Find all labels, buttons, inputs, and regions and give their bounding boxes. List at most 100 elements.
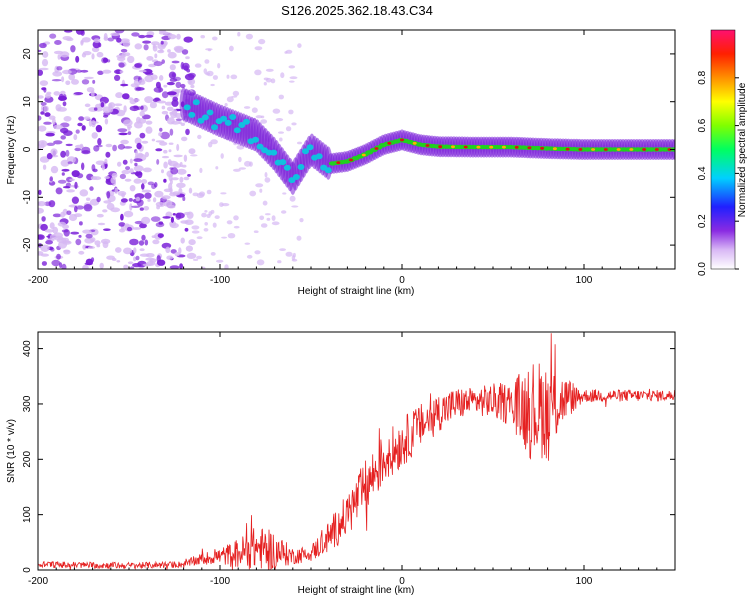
spectrogram-noise-blob — [129, 203, 133, 211]
spectrogram-noise-blob — [140, 105, 144, 110]
spectrogram-noise-blob — [116, 260, 121, 263]
spectrogram-noise-blob — [146, 260, 156, 266]
chart-title: S126.2025.362.18.43.C34 — [281, 3, 433, 18]
spectrogram-noise-blob — [70, 45, 76, 53]
spectrogram-noise-blob — [196, 192, 205, 198]
spectrogram-noise-blob — [185, 56, 190, 60]
spectrogram-noise-blob — [44, 112, 51, 117]
spectrogram-noise-blob — [38, 49, 42, 53]
spectrogram-noise-blob — [102, 209, 108, 213]
spectrogram-noise-blob — [136, 171, 143, 179]
spectrogram-noise-blob — [163, 161, 168, 169]
spectrogram-noise-blob — [50, 165, 59, 174]
spectrogram-noise-blob — [129, 238, 139, 246]
spectrogram-noise-blob — [81, 162, 85, 171]
spectrogram-noise-blob — [93, 107, 98, 111]
spectrogram-noise-blob — [230, 74, 238, 80]
spectrogram-noise-blob — [69, 178, 75, 182]
spectrogram-noise-blob — [185, 245, 193, 252]
spectrogram-noise-blob — [288, 65, 296, 69]
spectrogram-noise-blob — [120, 213, 124, 221]
spectrogram-noise-blob — [161, 105, 166, 110]
spectrogram-noise-blob — [96, 144, 103, 148]
spectrogram-noise-blob — [132, 98, 140, 102]
spectrogram-noise-blob — [296, 235, 302, 241]
spectrogram-noise-blob — [127, 55, 135, 64]
spectrogram-noise-blob — [129, 266, 135, 269]
spectrogram-noise-blob — [65, 149, 70, 157]
spectrogram-noise-blob — [246, 254, 253, 259]
spectrogram-noise-blob — [124, 52, 131, 57]
spectrogram-x-label: Height of straight line (km) — [298, 286, 415, 297]
spectrogram-noise-blob — [57, 107, 67, 112]
snr-y-label: SNR (10 * v/v) — [6, 419, 17, 483]
x-tick-label: 0 — [399, 275, 405, 286]
spectrogram-noise-blob — [120, 83, 129, 87]
spectrogram-noise-blob — [184, 219, 194, 225]
spectrogram-x-ticks: -200 -100 0 100 — [28, 30, 676, 286]
spectrogram-noise-blob — [183, 36, 193, 43]
spectrogram-noise-blob — [41, 261, 48, 266]
spectrogram-noise-blob — [278, 131, 284, 134]
spectrogram-noise-blob — [167, 34, 177, 40]
spectrogram-noise-blob — [285, 126, 292, 132]
spectrogram-noise-blob — [174, 252, 180, 257]
spectrogram-noise-blob — [133, 158, 143, 163]
spectrogram-noise-blob — [173, 154, 183, 158]
spectrogram-noise-blob — [41, 58, 49, 67]
spectrogram-noise-blob — [148, 63, 156, 68]
spectrogram-noise-blob — [120, 48, 128, 53]
spectrogram-noise-blob — [233, 215, 239, 221]
spectrogram-noise-blob — [169, 222, 179, 229]
spectrogram-ridge-peak — [527, 146, 532, 150]
spectrogram-noise-blob — [121, 169, 131, 175]
spectrogram-noise-blob — [155, 222, 165, 228]
spectrogram-noise-blob — [84, 76, 94, 80]
spectrogram-noise-blob — [91, 46, 100, 53]
spectrogram-noise-blob — [44, 229, 54, 233]
snr-panel: -200 -100 0 100 0 100 200 300 400 Height of str… — [6, 331, 676, 596]
spectrogram-ridge-core — [315, 153, 323, 160]
spectrogram-noise-blob — [79, 189, 89, 197]
spectrogram-noise-blob — [168, 149, 172, 153]
spectrogram-noise-blob — [120, 139, 129, 145]
spectrogram-noise-blob — [166, 117, 175, 125]
spectrogram-noise-blob — [53, 50, 64, 55]
spectrogram-noise-blob — [139, 110, 145, 117]
spectrogram-noise-blob — [210, 83, 215, 87]
spectrogram-noise-blob — [139, 223, 147, 229]
spectrogram-noise-blob — [63, 130, 73, 137]
spectrogram-noise-blob — [40, 253, 49, 257]
spectrogram-noise-blob — [179, 176, 184, 183]
spectrogram-noise-blob — [188, 187, 193, 194]
spectrogram-noise-blob — [89, 237, 96, 243]
spectrogram-noise-blob — [210, 139, 218, 145]
spectrogram-noise-blob — [78, 250, 85, 255]
spectrogram-noise-blob — [81, 37, 91, 43]
spectrogram-noise-blob — [135, 196, 141, 202]
spectrogram-noise-blob — [139, 207, 144, 211]
spectrogram-noise-blob — [210, 252, 216, 256]
spectrogram-noise-blob — [191, 230, 200, 234]
spectrogram-ridge-peak — [336, 161, 341, 165]
spectrogram-noise-blob — [203, 228, 209, 232]
spectrogram-noise-blob — [96, 196, 101, 203]
spectrogram-ridge-core — [270, 149, 278, 156]
spectrogram-noise-blob — [112, 144, 117, 152]
spectrogram-noise-blob — [75, 55, 80, 63]
spectrogram-noise-blob — [86, 197, 91, 201]
spectrogram-noise-blob — [204, 210, 208, 213]
spectrogram-noise-blob — [144, 34, 154, 38]
spectrogram-noise-blob — [296, 141, 303, 145]
spectrogram-noise-blob — [144, 151, 149, 158]
spectrogram-noise-blob — [122, 40, 131, 48]
spectrogram-ridge-peak — [349, 158, 353, 162]
spectrogram-ridge-core — [302, 148, 309, 155]
spectrogram-noise-blob — [221, 236, 228, 239]
spectrogram-noise-blob — [134, 121, 143, 129]
spectrogram-noise-blob — [254, 95, 260, 101]
snr-y-ticks: 0 100 200 300 400 — [22, 340, 675, 573]
spectrogram-noise-blob — [81, 125, 86, 131]
spectrogram-noise-blob — [38, 69, 43, 76]
spectrogram-noise-blob — [51, 259, 61, 267]
